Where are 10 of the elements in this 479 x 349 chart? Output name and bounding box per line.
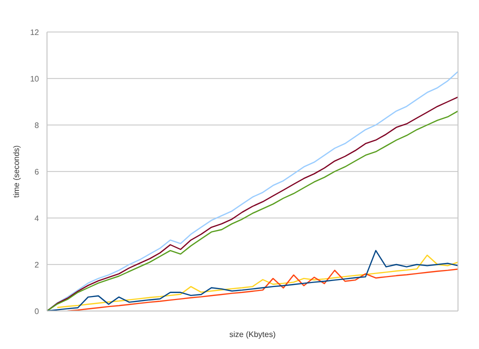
y-tick-label: 6 <box>34 167 40 176</box>
y-axis-title: time (seconds) <box>12 144 21 198</box>
y-tick-label: 8 <box>34 120 40 130</box>
y-tick-label: 12 <box>30 28 40 37</box>
x-axis-title: size (Kbytes) <box>229 330 276 339</box>
y-tick-label: 0 <box>34 306 40 316</box>
line-series <box>66 268 459 311</box>
y-tick-label: 4 <box>34 214 40 223</box>
y-tick-label: 10 <box>30 74 40 84</box>
y-tick-label: 2 <box>34 260 40 270</box>
